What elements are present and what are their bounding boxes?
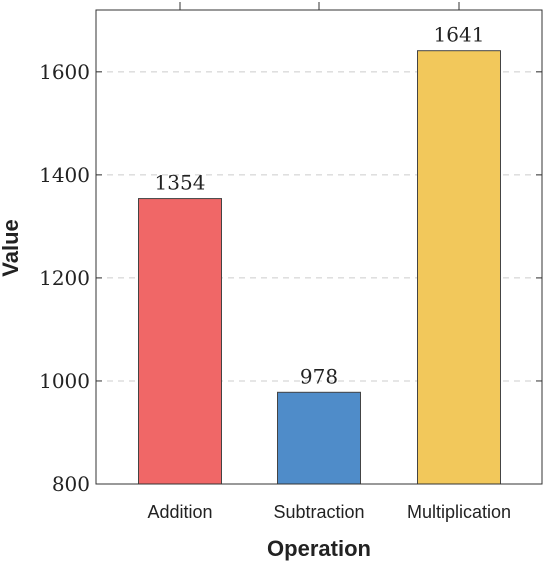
data-labels-group: 1354 978 1641 (155, 23, 485, 389)
bar-addition (138, 198, 222, 485)
bars-group (138, 50, 501, 485)
data-label-multiplication: 1641 (434, 23, 485, 47)
y-tick-label: 1400 (39, 163, 90, 187)
y-axis-title: Value (0, 219, 23, 276)
y-tick-label: 1000 (39, 369, 90, 393)
x-tick-label-subtraction: Subtraction (273, 502, 364, 522)
data-label-subtraction: 978 (300, 364, 338, 388)
x-axis-title: Operation (267, 536, 371, 561)
x-tick-label-addition: Addition (147, 502, 212, 522)
axis-ticks: 800 1000 1200 1400 1600 Addition Subtraction Mu… (39, 2, 542, 522)
grid-lines (96, 71, 542, 382)
y-tick-label: 1200 (39, 266, 90, 290)
y-tick-label: 1600 (39, 60, 90, 84)
bar-subtraction (277, 391, 361, 485)
data-label-addition: 1354 (155, 171, 206, 195)
x-tick-label-multiplication: Multiplication (407, 502, 511, 522)
y-tick-label: 800 (52, 472, 90, 496)
bar-multiplication (417, 50, 501, 485)
